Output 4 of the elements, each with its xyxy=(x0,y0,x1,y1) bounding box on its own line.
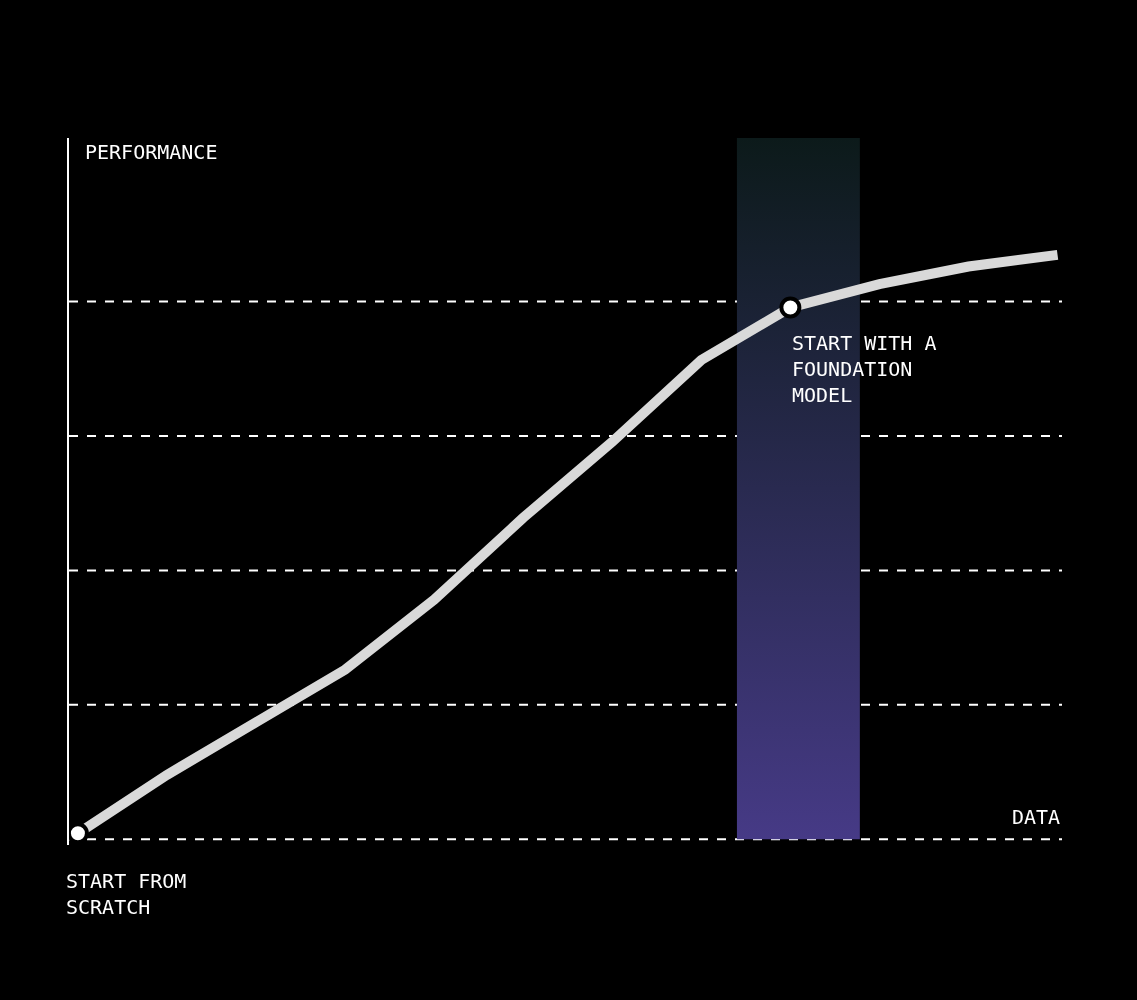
x-axis-title: DATA xyxy=(1012,805,1061,829)
y-axis-title: PERFORMANCE xyxy=(85,140,218,164)
text: START FROM SCRATCH xyxy=(66,869,187,919)
annotation: START WITH A FOUNDATION MODEL xyxy=(792,331,937,407)
